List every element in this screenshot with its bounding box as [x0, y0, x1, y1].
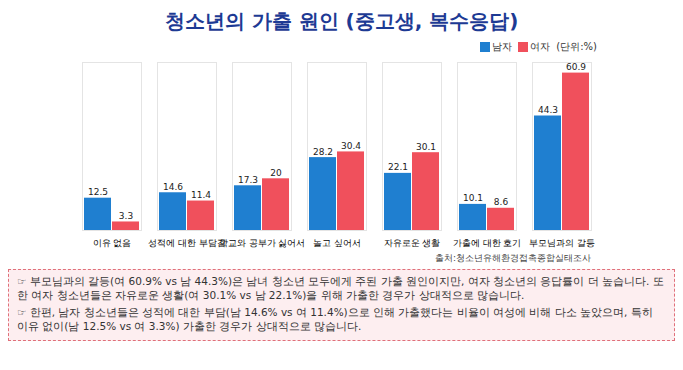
svg-text:성적에 대한 부담감: 성적에 대한 부담감: [148, 238, 226, 248]
svg-text:22.1: 22.1: [388, 162, 408, 172]
svg-text:14.6: 14.6: [163, 182, 183, 192]
svg-text:가출에 대한 호기: 가출에 대한 호기: [453, 238, 522, 248]
svg-text:28.2: 28.2: [313, 146, 333, 156]
svg-text:부모님과의 갈등: 부모님과의 갈등: [529, 238, 595, 248]
svg-text:17.3: 17.3: [238, 175, 258, 185]
html-text:여자: 여자: [530, 41, 551, 52]
svg-text:8.6: 8.6: [494, 197, 509, 207]
svg-text:10.1: 10.1: [463, 193, 483, 203]
svg-text:60.9: 60.9: [566, 62, 586, 72]
svg-text:30.1: 30.1: [416, 142, 436, 152]
svg-text:3.3: 3.3: [119, 211, 133, 221]
html-text:남자: 남자: [492, 41, 513, 52]
svg-text:학교와 공부가 싫어서: 학교와 공부가 싫어서: [219, 238, 306, 248]
html-text:청소년의 가출 원인 (중고생, 복수응답): 청소년의 가출 원인 (중고생, 복수응답): [164, 9, 519, 33]
html-text:☞ 부모님과의 갈등(여 60.9% vs 남 44.3%): ☞ 부모님과의 갈등(여 60.9% vs 남 44.3%)은 남녀 청소년 모…: [17, 275, 664, 302]
svg-text:놀고 싶어서: 놀고 싶어서: [313, 238, 361, 248]
svg-text:이유 없음: 이유 없음: [93, 238, 132, 248]
svg-text:11.4: 11.4: [191, 190, 211, 200]
svg-text:자유로운 생활: 자유로운 생활: [384, 238, 441, 248]
svg-text:20: 20: [270, 168, 282, 178]
html-text:(단위:%): (단위:%): [556, 41, 597, 52]
svg-text:44.3: 44.3: [538, 105, 558, 115]
svg-text:30.4: 30.4: [341, 141, 361, 151]
html-text:☞ 한편, 남자 청소년들은 성적에 대한 부담(남 14.: ☞ 한편, 남자 청소년들은 성적에 대한 부담(남 14.6% vs 여 11…: [17, 306, 653, 333]
svg-text:12.5: 12.5: [88, 187, 108, 197]
html-text:출처:청소년유해환경접촉종합실태조사: 출처:청소년유해환경접촉종합실태조사: [435, 253, 591, 263]
